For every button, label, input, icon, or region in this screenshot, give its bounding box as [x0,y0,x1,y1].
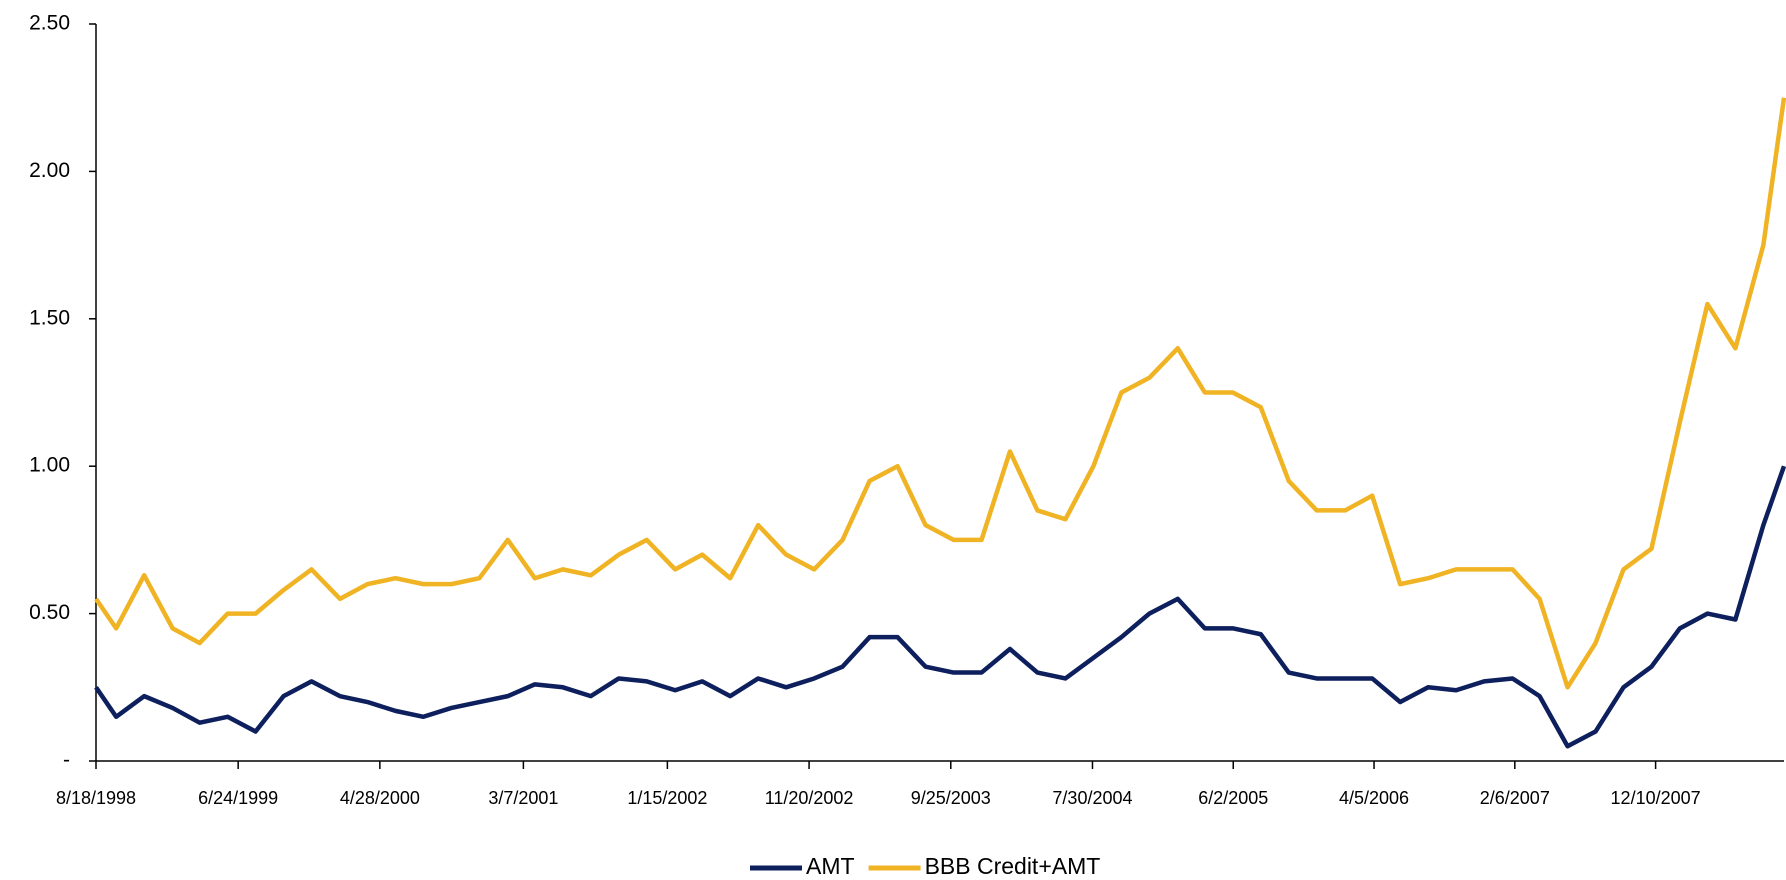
x-tick-label: 4/5/2006 [1339,788,1409,808]
x-tick-label: 12/10/2007 [1611,788,1701,808]
x-tick-label: 7/30/2004 [1052,788,1132,808]
y-tick-label: - [63,749,70,772]
x-tick-label: 11/20/2002 [765,788,854,808]
x-tick-label: 1/15/2002 [627,788,707,808]
x-tick-label: 2/6/2007 [1480,788,1550,808]
x-tick-label: 4/28/2000 [340,788,420,808]
x-tick-label: 8/18/1998 [56,788,136,808]
x-tick-label: 9/25/2003 [911,788,991,808]
x-tick-label: 6/2/2005 [1198,788,1268,808]
series-line [94,465,1786,749]
y-tick-label: 2.50 [29,12,70,35]
x-tick-label: 3/7/2001 [488,788,558,808]
x-tick-label: 6/24/1999 [198,788,278,808]
legend: AMT BBB Credit+AMT [750,853,1100,879]
y-tick-label: 0.50 [29,601,70,624]
y-tick-label: 2.00 [29,159,70,182]
y-tick-label: 1.00 [29,454,70,477]
y-tick-label: 1.50 [29,306,70,329]
legend-label: AMT [806,853,855,879]
legend-label: BBB Credit+AMT [925,853,1101,879]
series-line [94,97,1786,690]
